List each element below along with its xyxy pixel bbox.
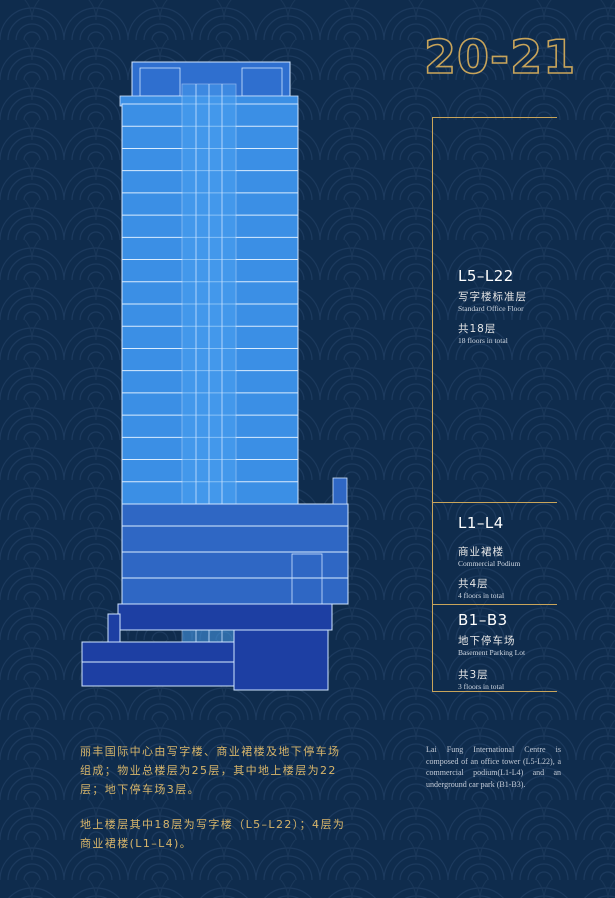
section-name-cn: 写字楼标准层 — [458, 291, 527, 303]
section-count-cn: 共3层 — [458, 669, 489, 681]
section-count-en: 4 floors in total — [458, 591, 505, 600]
bracket-tick-bottom — [433, 691, 557, 692]
description-english: Lai Fung International Centre is compose… — [426, 745, 561, 789]
section-name-en: Standard Office Floor — [458, 304, 524, 313]
section-count-cn: 共18层 — [458, 323, 497, 335]
section-name-en: Basement Parking Lot — [458, 648, 526, 657]
floor-bracket — [432, 117, 557, 692]
section-podium: L1–L4 商业裙楼 Commercial Podium 共4层 4 floor… — [458, 514, 520, 600]
section-title: L1–L4 — [458, 514, 504, 532]
section-title: L5–L22 — [458, 267, 514, 285]
basement-parking — [81, 603, 333, 691]
description-cn-paragraph-1: 丽丰国际中心由写字楼、商业裙楼及地下停车场组成；物业总楼层为25层，其中地上楼层… — [80, 745, 341, 796]
section-count-en: 3 floors in total — [458, 682, 505, 691]
bracket-tick-basement — [433, 604, 557, 605]
section-count-en: 18 floors in total — [458, 336, 508, 345]
section-name-cn: 商业裙楼 — [458, 546, 504, 558]
bracket-tick-podium — [433, 502, 557, 503]
section-name-cn: 地下停车场 — [458, 635, 516, 647]
section-title: B1–B3 — [458, 611, 508, 629]
description-chinese: 丽丰国际中心由写字楼、商业裙楼及地下停车场组成；物业总楼层为25层，其中地上楼层… — [80, 742, 352, 869]
office-tower — [121, 83, 299, 647]
section-basement: B1–B3 地下停车场 Basement Parking Lot 共3层 3 f… — [458, 611, 525, 691]
bracket-tick-top — [433, 117, 557, 118]
building-section-diagram — [81, 61, 349, 691]
page-number: 20-21 — [423, 30, 577, 84]
commercial-podium — [121, 477, 349, 605]
section-name-en: Commercial Podium — [458, 559, 521, 568]
section-count-cn: 共4层 — [458, 578, 489, 590]
section-office: L5–L22 写字楼标准层 Standard Office Floor 共18层… — [458, 267, 527, 345]
description-cn-paragraph-2: 地上楼层其中18层为写字楼（L5–L22）；4层为商业裙楼(L1–L4)。 — [80, 818, 346, 850]
